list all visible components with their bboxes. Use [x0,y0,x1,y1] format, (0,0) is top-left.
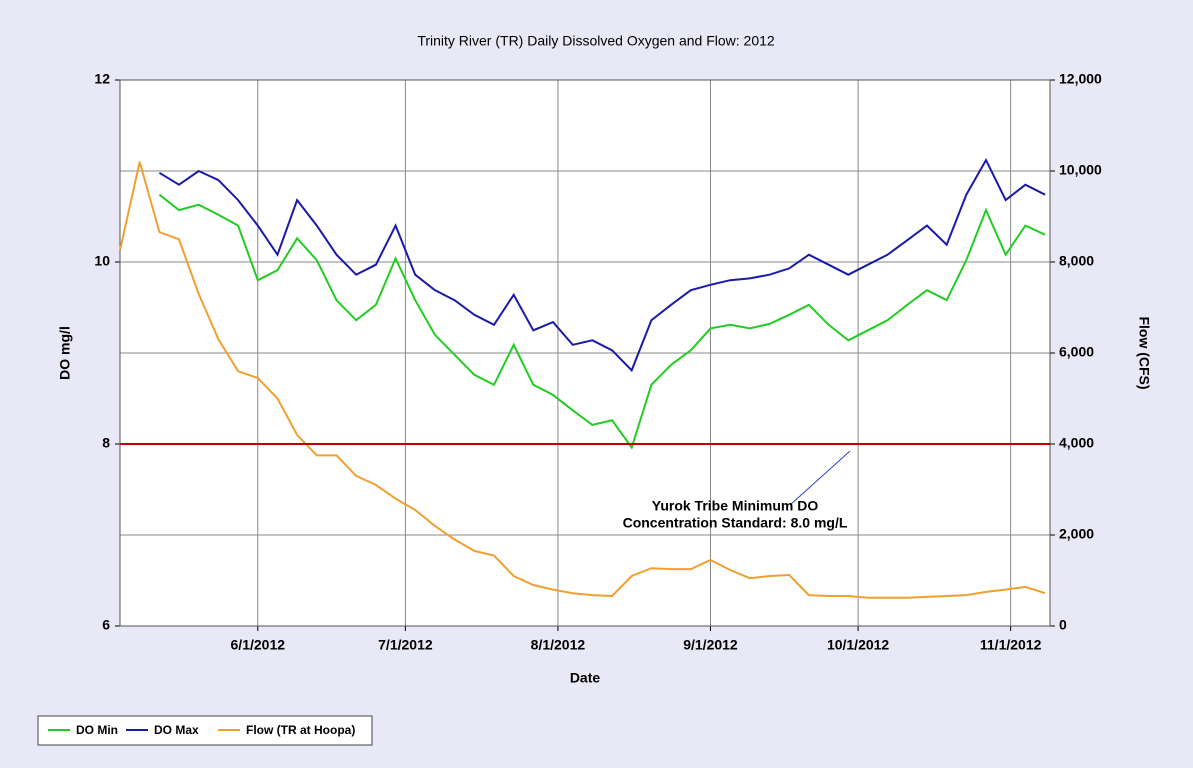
annotation-leader [789,450,851,506]
legend [37,715,373,746]
x-axis-label: Date [570,670,601,686]
annotation: Concentration Standard: 8.0 mg/L [623,515,848,531]
plot-border [119,79,1051,627]
y2-tick-label: 12,000 [1059,71,1102,87]
y2-tick-label: 8,000 [1059,253,1094,269]
chart-title: Trinity River (TR) Daily Dissolved Oxyge… [417,33,775,49]
y-tick-label: 8 [102,435,110,451]
y2-tick-label: 10,000 [1059,162,1102,178]
x-tick-label: 8/1/2012 [531,637,586,653]
series-line [158,157,1046,373]
legend-label: Flow (TR at Hoopa) [246,723,355,737]
x-tick-label: 10/1/2012 [827,637,889,653]
series-line [119,161,1046,599]
y2-tick-label: 4,000 [1059,435,1094,451]
x-tick-label: 11/1/2012 [980,637,1042,653]
legend-label: DO Min [76,723,118,737]
x-tick-label: 9/1/2012 [683,637,738,653]
y2-axis-label: Flow (CFS) [1136,316,1152,389]
x-tick-label: 7/1/2012 [378,637,433,653]
y-tick-label: 12 [94,71,110,87]
y-axis-label: DO mg/l [57,326,73,380]
series-line [158,193,1046,450]
y2-tick-label: 0 [1059,617,1067,633]
annotation: Yurok Tribe Minimum DO [652,498,819,514]
y-tick-label: 10 [94,253,110,269]
y-tick-label: 6 [102,617,110,633]
legend-label: DO Max [154,723,199,737]
y2-tick-label: 6,000 [1059,344,1094,360]
y2-tick-label: 2,000 [1059,526,1094,542]
x-tick-label: 6/1/2012 [231,637,286,653]
